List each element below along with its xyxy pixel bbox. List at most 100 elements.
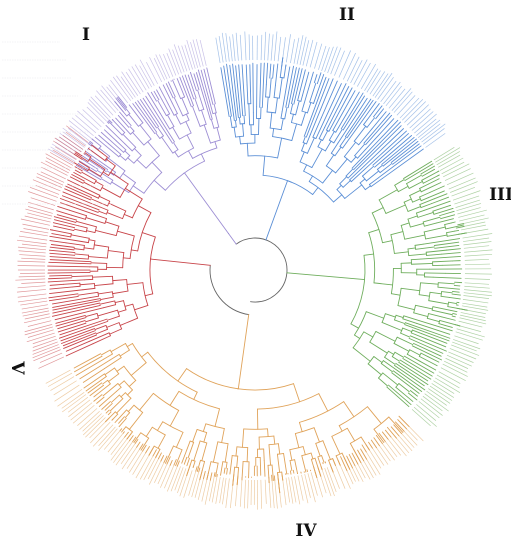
- branch-II: [316, 132, 319, 139]
- branch-I: [174, 143, 178, 150]
- tip-label-II: [394, 92, 412, 113]
- branch-II: [365, 119, 393, 150]
- branch-IV: [329, 459, 333, 461]
- branch-III: [395, 352, 404, 357]
- tip-label-V: [22, 305, 48, 309]
- tip-label-IV: [335, 464, 345, 489]
- branch-II: [279, 78, 282, 99]
- branch-V: [131, 250, 137, 251]
- branch-III: [398, 306, 415, 310]
- branch-IV: [142, 352, 148, 357]
- branch-IV: [336, 453, 342, 456]
- branch-IV: [213, 442, 217, 462]
- branch-III: [420, 184, 429, 188]
- tip-label-III: [461, 222, 486, 227]
- tip-label-V: [23, 311, 49, 316]
- branch-III: [416, 213, 417, 217]
- tip-label-IV: [278, 479, 281, 508]
- branch-I: [215, 142, 217, 148]
- branch-III: [401, 333, 410, 337]
- tip-label-I: [135, 65, 149, 89]
- branch-I: [214, 104, 216, 113]
- branch-V: [84, 182, 101, 191]
- branch-IV: [122, 427, 126, 432]
- branch-II: [243, 124, 244, 136]
- tip-label-IV: [331, 466, 340, 489]
- branch-V: [50, 230, 71, 234]
- branch-II: [323, 131, 328, 141]
- tip-label-IV: [99, 427, 116, 446]
- branch-IV: [269, 445, 271, 465]
- tip-label-IV: [235, 479, 237, 506]
- branch-II: [232, 127, 236, 128]
- branch-I: [167, 115, 174, 127]
- branch-I: [186, 114, 189, 120]
- branch-III: [394, 252, 408, 254]
- branch-IV: [105, 368, 114, 375]
- tip-label-II: [219, 36, 223, 62]
- branch-III: [430, 183, 441, 188]
- branch-II: [312, 149, 322, 168]
- tip-label-III: [414, 407, 437, 427]
- tip-label-II: [216, 38, 220, 63]
- branch-IV: [236, 447, 237, 456]
- tip-label-V: [17, 261, 45, 262]
- tip-label-V: [39, 357, 64, 369]
- branch-II: [313, 137, 316, 138]
- branch-V: [78, 226, 87, 228]
- branch-V: [104, 305, 116, 308]
- branch-II: [247, 143, 248, 156]
- branch-I: [194, 74, 199, 90]
- clade-stem-V: [151, 259, 211, 265]
- branch-III: [449, 302, 457, 303]
- branch-IV: [202, 443, 207, 461]
- branch-IV: [182, 456, 185, 463]
- branch-III: [388, 385, 411, 405]
- branch-I: [180, 77, 192, 107]
- branch-V: [54, 217, 76, 223]
- tip-label-V: [27, 213, 51, 219]
- branch-V: [65, 186, 91, 198]
- branch-II: [317, 73, 321, 84]
- branch-IV: [257, 394, 318, 409]
- branch-IV: [290, 450, 292, 461]
- branch-II: [354, 122, 401, 170]
- tip-label-IV: [71, 403, 93, 421]
- tip-label-II: [373, 74, 388, 97]
- branch-II: [340, 177, 347, 184]
- branch-III: [420, 192, 430, 197]
- tip-label-III: [427, 391, 447, 405]
- branch-II: [302, 104, 304, 111]
- branch-III: [383, 241, 393, 243]
- branch-III: [437, 175, 439, 176]
- branch-I: [148, 142, 160, 156]
- branch-II: [316, 74, 323, 95]
- tip-label-II: [271, 34, 273, 60]
- branch-V: [90, 296, 98, 297]
- tip-label-III: [463, 238, 489, 242]
- branch-III: [434, 208, 453, 214]
- branch-V: [73, 286, 80, 287]
- branch-II: [376, 109, 384, 119]
- tip-label-IV: [319, 470, 326, 493]
- branch-III: [440, 215, 454, 219]
- branch-I: [190, 72, 196, 90]
- tip-label-I: [132, 66, 146, 90]
- tip-label-IV: [395, 426, 414, 447]
- branch-III: [427, 314, 428, 319]
- branch-V: [88, 257, 107, 259]
- tip-label-II: [264, 32, 265, 60]
- branch-II: [266, 85, 267, 97]
- branch-IV: [278, 444, 279, 454]
- tip-label-V: [19, 236, 47, 240]
- branch-III: [409, 181, 422, 188]
- branch-II: [302, 111, 308, 113]
- tip-label-V: [18, 251, 45, 253]
- branch-I: [188, 151, 192, 159]
- branch-II: [300, 152, 304, 162]
- branch-II: [365, 186, 370, 190]
- branch-II: [230, 116, 232, 127]
- branch-III: [418, 212, 433, 217]
- branch-V: [124, 301, 126, 310]
- branch-V: [98, 310, 118, 316]
